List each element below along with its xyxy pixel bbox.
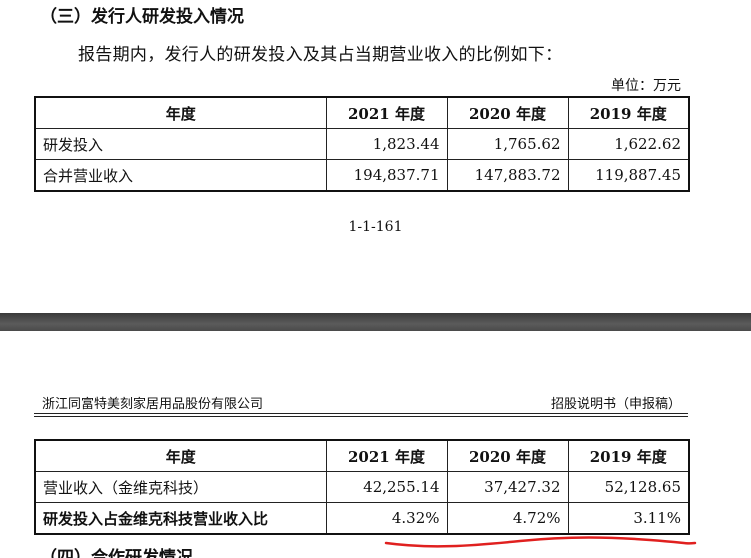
row-label: 研发投入 [34,128,327,160]
rd-investment-table: 年度 2021 年度 2020 年度 2019 年度 研发投入 1,823.44… [34,96,690,192]
cell-value: 1,622.62 [567,128,690,160]
row-label: 研发投入占金维克科技营业收入比 [34,502,327,535]
header-rule [34,413,688,414]
section-heading: （三）发行人研发投入情况 [40,7,244,27]
subsidiary-rd-table: 年度 2021 年度 2020 年度 2019 年度 营业收入（金维克科技） 4… [34,439,690,535]
header-cell-year: 年度 [34,439,327,472]
document-page-bottom: 浙江同富特美刻家居用品股份有限公司 招股说明书（申报稿） 年度 2021 年度 … [0,331,751,558]
row-label: 合并营业收入 [34,159,327,192]
cell-value: 4.72% [446,502,569,535]
header-rule-thin [34,416,688,417]
unit-label: 单位：万元 [611,78,681,94]
document-type: 招股说明书（申报稿） [550,397,681,412]
header-cell-2020: 2020 年度 [446,96,569,129]
cell-value: 194,837.71 [325,159,448,192]
header-cell-2021: 2021 年度 [325,439,448,472]
document-page-top: （三）发行人研发投入情况 报告期内，发行人的研发投入及其占当期营业收入的比例如下… [34,7,690,235]
annotation-stroke [384,536,697,548]
table-header-row: 年度 2021 年度 2020 年度 2019 年度 [34,96,690,129]
header-cell-2019: 2019 年度 [567,96,690,129]
cell-value: 147,883.72 [446,159,569,192]
table-row: 研发投入 1,823.44 1,765.62 1,622.62 [34,128,690,160]
cell-value: 119,887.45 [567,159,690,192]
table-row: 研发投入占金维克科技营业收入比 4.32% 4.72% 3.11% [34,502,690,535]
header-cell-2020: 2020 年度 [446,439,569,472]
table-row: 合并营业收入 194,837.71 147,883.72 119,887.45 [34,159,690,192]
next-section-heading: （四）合作研发情况 [40,548,193,558]
cell-value: 1,765.62 [446,128,569,160]
company-name: 浙江同富特美刻家居用品股份有限公司 [42,397,264,412]
body-paragraph: 报告期内，发行人的研发投入及其占当期营业收入的比例如下： [78,45,563,65]
cell-value: 52,128.65 [567,471,690,503]
cell-value: 1,823.44 [325,128,448,160]
table-header-row: 年度 2021 年度 2020 年度 2019 年度 [34,439,690,472]
page-number: 1-1-161 [348,219,403,235]
table-row: 营业收入（金维克科技） 42,255.14 37,427.32 52,128.6… [34,471,690,503]
header-cell-2021: 2021 年度 [325,96,448,129]
cell-value: 37,427.32 [446,471,569,503]
page-divider [0,313,751,331]
cell-value: 3.11% [567,502,690,535]
cell-value: 4.32% [325,502,448,535]
row-label: 营业收入（金维克科技） [34,471,327,503]
